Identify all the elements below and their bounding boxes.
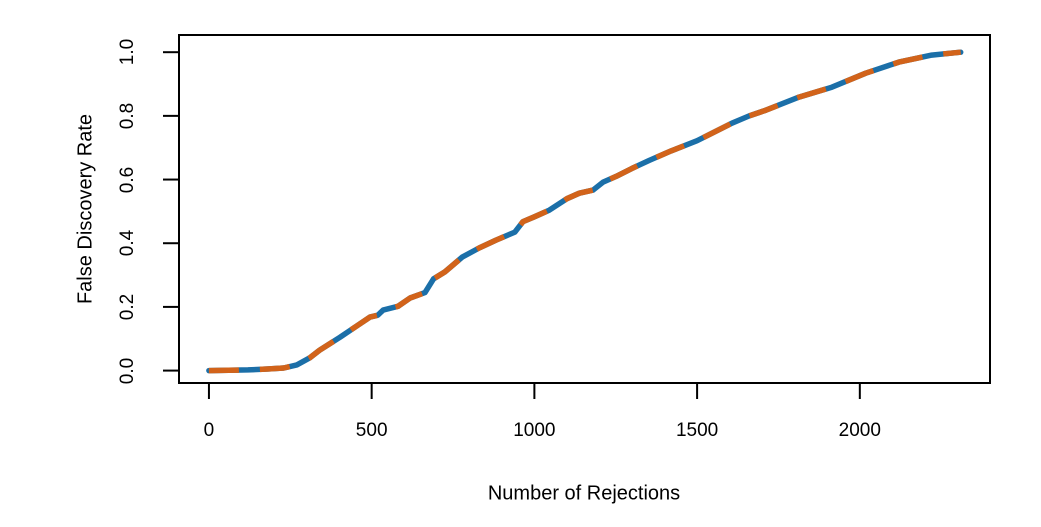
x-tick-label: 0	[203, 420, 215, 441]
y-tick-label: 0.8	[117, 102, 138, 130]
y-tick-label: 0.6	[117, 166, 138, 193]
plot-frame	[178, 34, 991, 384]
x-tick-label: 500	[355, 420, 388, 441]
x-tick-label: 1500	[675, 420, 719, 441]
y-tick-label: 0.0	[117, 357, 138, 384]
fdr-curve-dashed-orange	[208, 49, 961, 374]
x-tick-label: 2000	[838, 420, 881, 441]
y-tick-label: 0.2	[117, 293, 138, 321]
y-tick-label: 1.0	[117, 38, 138, 66]
y-axis-title: False Discovery Rate	[74, 113, 97, 305]
fdr-curve-solid-blue	[206, 49, 964, 374]
x-tick-label: 1000	[513, 420, 556, 441]
y-tick-label: 0.4	[117, 230, 138, 257]
x-axis-title: Number of Rejections	[487, 482, 681, 505]
